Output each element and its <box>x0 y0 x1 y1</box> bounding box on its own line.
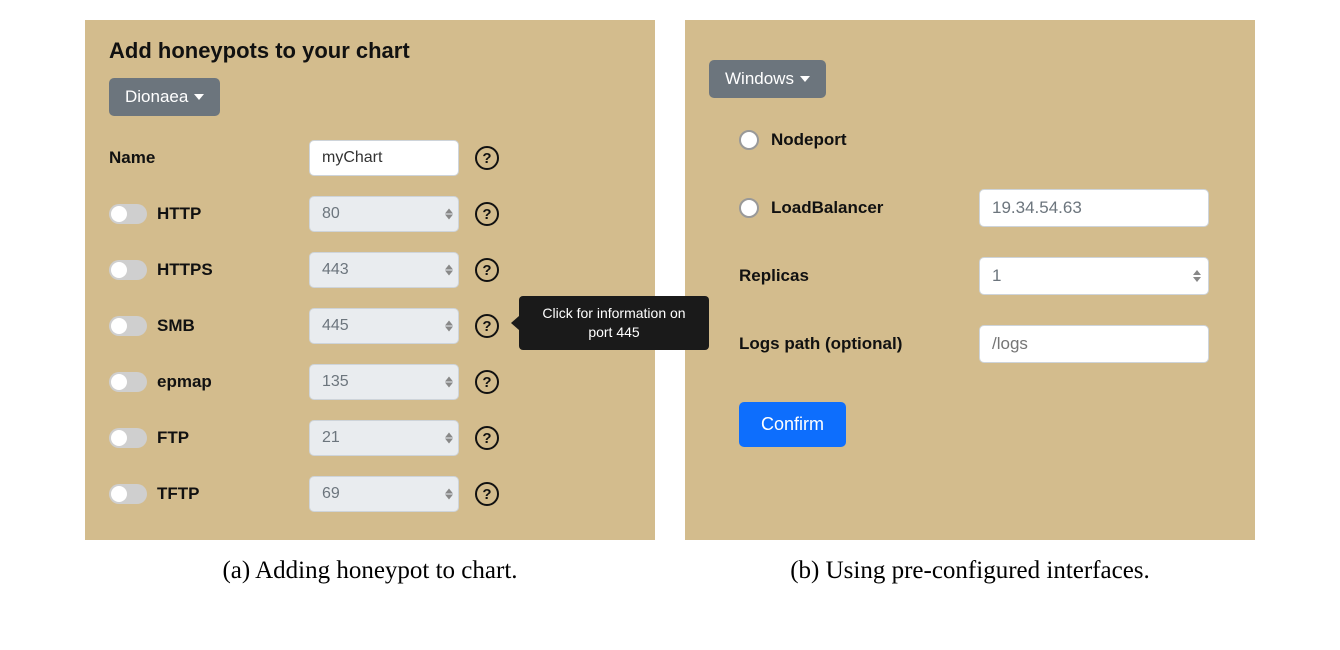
protocol-row: FTP? <box>109 418 631 458</box>
honeypot-type-dropdown[interactable]: Dionaea <box>109 78 220 116</box>
help-icon[interactable]: ? <box>475 258 499 282</box>
right-panel: Windows Nodeport LoadBalancer <box>685 20 1255 540</box>
nodeport-radio[interactable] <box>739 130 759 150</box>
replicas-label: Replicas <box>739 266 809 286</box>
protocol-toggle[interactable] <box>109 316 147 336</box>
replicas-input[interactable] <box>979 257 1209 295</box>
stepper-icon[interactable] <box>445 209 453 220</box>
loadbalancer-radio[interactable] <box>739 198 759 218</box>
loadbalancer-row: LoadBalancer <box>739 188 1231 228</box>
chevron-down-icon <box>194 94 204 100</box>
stepper-icon[interactable] <box>445 265 453 276</box>
help-icon[interactable]: ? <box>475 202 499 226</box>
help-icon[interactable]: ? <box>475 426 499 450</box>
port-input[interactable] <box>309 476 459 512</box>
port-input[interactable] <box>309 252 459 288</box>
replicas-row: Replicas <box>739 256 1231 296</box>
protocol-toggle[interactable] <box>109 372 147 392</box>
protocol-toggle[interactable] <box>109 484 147 504</box>
confirm-button[interactable]: Confirm <box>739 402 846 447</box>
protocol-toggle[interactable] <box>109 260 147 280</box>
logs-path-input[interactable] <box>979 325 1209 363</box>
chevron-down-icon <box>800 76 810 82</box>
stepper-icon[interactable] <box>1193 270 1201 282</box>
dropdown-label: Windows <box>725 69 794 89</box>
logs-row: Logs path (optional) <box>739 324 1231 364</box>
loadbalancer-label: LoadBalancer <box>771 198 883 218</box>
stepper-icon[interactable] <box>445 377 453 388</box>
stepper-icon[interactable] <box>445 433 453 444</box>
panel-title: Add honeypots to your chart <box>109 38 631 64</box>
help-icon[interactable]: ? <box>475 314 499 338</box>
port-tooltip: Click for information on port 445 <box>519 296 709 350</box>
help-icon[interactable]: ? <box>475 482 499 506</box>
protocol-label: HTTP <box>157 204 201 224</box>
nodeport-row: Nodeport <box>739 120 1231 160</box>
protocol-row: SMB?Click for information on port 445 <box>109 306 631 346</box>
port-input[interactable] <box>309 308 459 344</box>
chart-name-input[interactable] <box>309 140 459 176</box>
port-input[interactable] <box>309 420 459 456</box>
help-icon[interactable]: ? <box>475 146 499 170</box>
protocol-row: HTTPS? <box>109 250 631 290</box>
protocol-row: HTTP? <box>109 194 631 234</box>
protocol-label: epmap <box>157 372 212 392</box>
name-row: Name ? <box>109 138 631 178</box>
caption-a: (a) Adding honeypot to chart. <box>222 554 517 588</box>
os-dropdown[interactable]: Windows <box>709 60 826 98</box>
protocol-label: HTTPS <box>157 260 213 280</box>
logs-label: Logs path (optional) <box>739 334 902 354</box>
nodeport-label: Nodeport <box>771 130 847 150</box>
protocol-label: TFTP <box>157 484 200 504</box>
protocol-label: SMB <box>157 316 195 336</box>
protocol-toggle[interactable] <box>109 428 147 448</box>
loadbalancer-ip-input[interactable] <box>979 189 1209 227</box>
caption-b: (b) Using pre-configured interfaces. <box>790 554 1150 588</box>
protocol-toggle[interactable] <box>109 204 147 224</box>
left-panel: Add honeypots to your chart Dionaea Name… <box>85 20 655 540</box>
name-label: Name <box>109 148 155 168</box>
dropdown-label: Dionaea <box>125 87 188 107</box>
protocol-row: TFTP? <box>109 474 631 514</box>
port-input[interactable] <box>309 196 459 232</box>
stepper-icon[interactable] <box>445 321 453 332</box>
help-icon[interactable]: ? <box>475 370 499 394</box>
protocol-label: FTP <box>157 428 189 448</box>
port-input[interactable] <box>309 364 459 400</box>
stepper-icon[interactable] <box>445 489 453 500</box>
protocol-row: epmap? <box>109 362 631 402</box>
